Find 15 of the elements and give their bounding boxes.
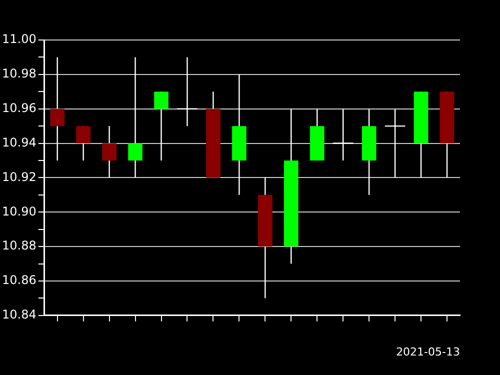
y-tick-label: 10.86 bbox=[2, 273, 36, 288]
candlestick bbox=[154, 91, 168, 162]
candlestick bbox=[102, 125, 116, 178]
y-tick-label: 10.98 bbox=[2, 66, 36, 81]
y-tick-label: 10.94 bbox=[2, 135, 36, 150]
y-tick-label: 10.88 bbox=[2, 238, 36, 253]
x-axis-title: 2021-05-13 bbox=[396, 345, 460, 358]
y-tick-label: 10.84 bbox=[2, 308, 36, 322]
y-tick-label: 11.00 bbox=[2, 32, 36, 46]
candlestick bbox=[128, 56, 142, 178]
y-tick-label: 10.90 bbox=[2, 204, 36, 218]
candlestick bbox=[50, 56, 64, 162]
candlestick bbox=[76, 125, 90, 162]
y-tick-label: 10.96 bbox=[2, 100, 36, 115]
y-tick-label: 10.92 bbox=[2, 170, 36, 184]
